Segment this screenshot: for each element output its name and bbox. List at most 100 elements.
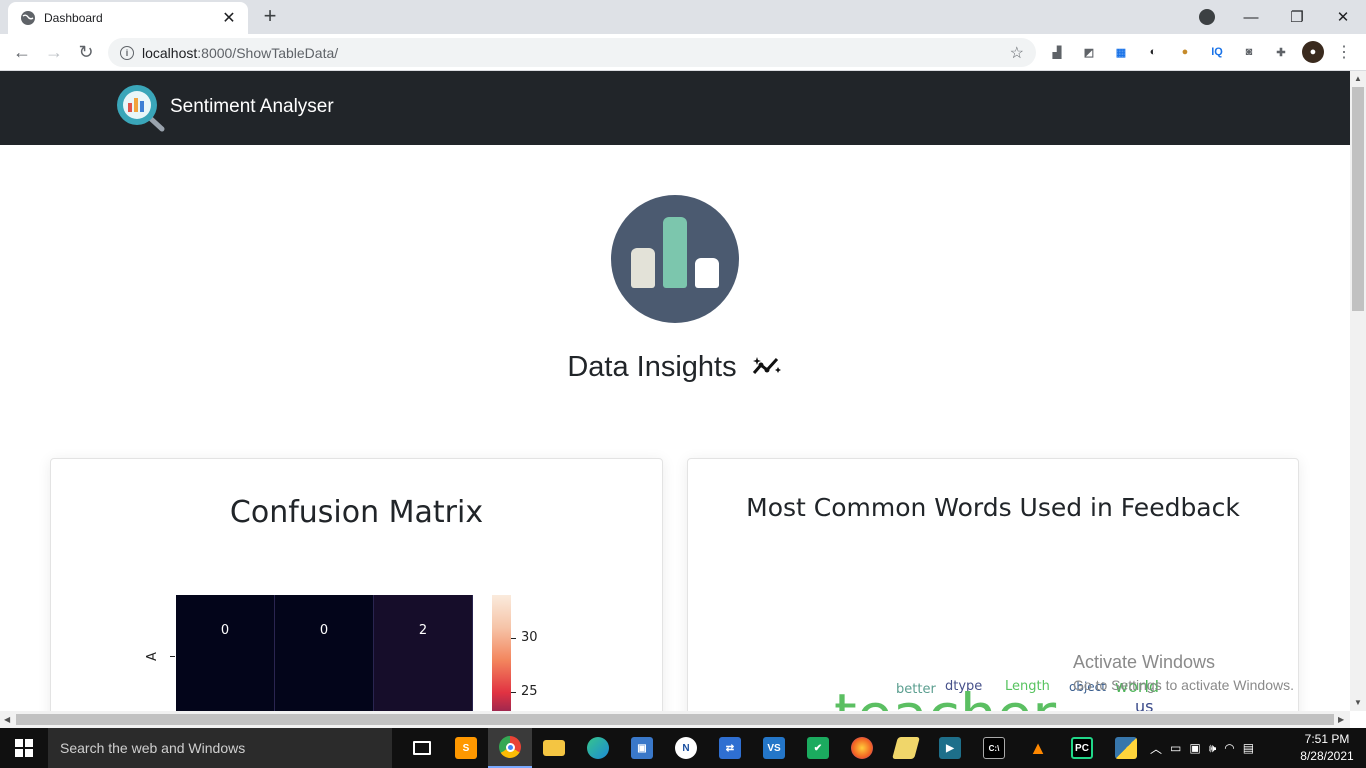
data-insights-title: Data Insights [567, 351, 737, 383]
heatmap-cell: 0 [176, 595, 275, 711]
word-cloud: better dtype Length object world us teac… [688, 459, 1298, 711]
tab-search-icon[interactable] [1199, 9, 1215, 25]
edge-icon[interactable] [576, 728, 620, 768]
address-bar[interactable]: i localhost:8000/ShowTableData/ ☆ [108, 38, 1036, 67]
globe-icon [20, 10, 36, 26]
forward-arrow-icon[interactable]: → [45, 42, 63, 62]
brand-name[interactable]: Sentiment Analyser [170, 96, 334, 117]
colorbar-tick [511, 692, 516, 693]
activate-windows-watermark: Activate Windows Go to Settings to activ… [1073, 652, 1294, 693]
minimize-button[interactable]: — [1243, 8, 1259, 26]
window-controls: — ❐ ✕ [1228, 0, 1366, 34]
browser-tab-strip: Dashboard ✕ + — ❐ ✕ [0, 0, 1366, 34]
tray-chevron-icon[interactable]: ︿ [1150, 741, 1163, 756]
taskbar-apps: S ▣ N ⇄ VS ✔ ▶ C:\ ▲ PC [400, 728, 1148, 768]
file-explorer-icon[interactable] [532, 728, 576, 768]
sublime-text-icon[interactable]: S [444, 728, 488, 768]
vs-code-icon[interactable]: VS [752, 728, 796, 768]
clock-time: 7:51 PM [1304, 732, 1350, 746]
camera-extension-icon[interactable]: ◙ [1245, 46, 1253, 58]
battery-icon[interactable]: ▭ [1170, 741, 1182, 755]
data-insights-heading: Data Insights [0, 351, 1350, 385]
cookie-extension-icon[interactable]: ● [1181, 46, 1189, 58]
green-app-icon[interactable]: ✔ [796, 728, 840, 768]
command-prompt-icon[interactable]: C:\ [972, 728, 1016, 768]
system-tray: ︿ ▭ ▣ 🕪 ◠ ▤ [1150, 728, 1254, 768]
cloud-word: world [1115, 677, 1160, 696]
firefox-icon[interactable] [840, 728, 884, 768]
chrome-icon[interactable] [488, 728, 532, 768]
page-content: Data Insights Confusion Matrix A 0 0 2 3… [0, 145, 1350, 711]
dark-mode-extension-icon[interactable]: ◐ [1149, 46, 1157, 58]
url-text: localhost:8000/ShowTableData/ [142, 45, 1010, 61]
colorbar-tick [511, 638, 516, 639]
browser-menu-icon[interactable]: ⋮ [1336, 44, 1352, 61]
cast-extension-icon[interactable]: ◩ [1083, 46, 1095, 59]
close-tab-icon[interactable]: ✕ [222, 10, 236, 27]
common-words-card: Most Common Words Used in Feedback bette… [687, 458, 1299, 711]
monitor-icon[interactable]: ▣ [1189, 741, 1201, 755]
watermark-title: Activate Windows [1073, 652, 1216, 672]
puzzle-extensions-icon[interactable]: ✚ [1276, 46, 1286, 59]
windows-start-icon[interactable] [0, 728, 48, 768]
url-host: localhost [142, 44, 198, 61]
heatmap-cell: 0 [275, 595, 374, 711]
cloud-word: object [1069, 680, 1106, 694]
horizontal-scroll-thumb[interactable] [16, 714, 1334, 725]
taskbar-search-input[interactable]: Search the web and Windows [48, 728, 392, 768]
heatmap-row-tick [170, 656, 175, 657]
watermark-subtitle: Go to Settings to activate Windows. [1073, 677, 1294, 693]
browser-tab[interactable]: Dashboard ✕ [8, 2, 248, 34]
vertical-scroll-thumb[interactable] [1352, 87, 1364, 311]
back-arrow-icon[interactable]: ← [13, 42, 31, 62]
info-icon[interactable]: i [120, 45, 134, 60]
pycharm-icon[interactable]: PC [1060, 728, 1104, 768]
clock-date: 8/28/2021 [1300, 749, 1354, 763]
python-icon[interactable] [1104, 728, 1148, 768]
cloud-word: better [896, 682, 936, 697]
remote-desktop-icon[interactable]: ▣ [620, 728, 664, 768]
windows-taskbar: Search the web and Windows S ▣ N ⇄ VS ✔ … [0, 728, 1366, 768]
horizontal-scrollbar[interactable]: ◀ ▶ [0, 711, 1350, 728]
wifi-icon[interactable]: ◠ [1224, 741, 1235, 755]
cloud-word: us [1135, 697, 1154, 711]
scroll-right-arrow-icon[interactable]: ▶ [1338, 715, 1345, 724]
analytics-extension-icon[interactable]: ▟ [1052, 46, 1062, 59]
scroll-left-arrow-icon[interactable]: ◀ [4, 715, 11, 724]
terminal-tool-icon[interactable]: ▶ [928, 728, 972, 768]
confusion-matrix-card: Confusion Matrix A 0 0 2 30 25 [50, 458, 663, 711]
grid-extension-icon[interactable]: ▦ [1115, 46, 1127, 59]
bookmark-star-icon[interactable]: ☆ [1009, 44, 1024, 62]
scroll-down-arrow-icon[interactable]: ▼ [1354, 698, 1362, 707]
cloud-word: teacher [834, 681, 1056, 711]
network-app-icon[interactable]: ⇄ [708, 728, 752, 768]
iq-extension-icon[interactable]: IQ [1211, 46, 1223, 58]
common-words-title: Most Common Words Used in Feedback [746, 493, 1240, 522]
profile-avatar[interactable]: ● [1302, 41, 1324, 63]
vertical-scrollbar[interactable]: ▲ ▼ [1350, 71, 1366, 711]
bar-chart-hero-icon [611, 195, 739, 323]
browser-toolbar: ← → ↻ i localhost:8000/ShowTableData/ ☆ … [0, 34, 1366, 71]
magnifier-chart-logo-icon[interactable] [116, 84, 166, 132]
news-app-icon[interactable]: N [664, 728, 708, 768]
reload-icon[interactable]: ↻ [78, 42, 94, 62]
heatmap-colorbar [492, 595, 511, 711]
extensions-row: ▟ ◩ ▦ ◐ ● IQ ◙ ✚ ● [1046, 41, 1324, 63]
site-navbar: Sentiment Analyser [0, 71, 1350, 145]
task-view-icon[interactable] [400, 728, 444, 768]
vlc-icon[interactable]: ▲ [1029, 737, 1047, 758]
taskbar-clock[interactable]: 7:51 PM 8/28/2021 [1297, 731, 1357, 765]
colorbar-tick-label: 25 [521, 684, 538, 699]
tab-title: Dashboard [44, 11, 103, 25]
folder-icon[interactable] [884, 728, 928, 768]
action-center-icon[interactable]: ▤ [1242, 741, 1255, 755]
cloud-word: Length [1005, 679, 1050, 694]
heatmap-row-label: A [144, 652, 160, 661]
volume-icon[interactable]: 🕪 [1208, 740, 1217, 755]
restore-button[interactable]: ❐ [1290, 9, 1304, 26]
new-tab-button[interactable]: + [263, 3, 277, 28]
colorbar-tick-label: 30 [521, 630, 538, 645]
trend-sparkle-icon [751, 352, 783, 385]
close-window-button[interactable]: ✕ [1336, 9, 1350, 26]
scroll-up-arrow-icon[interactable]: ▲ [1354, 74, 1362, 83]
